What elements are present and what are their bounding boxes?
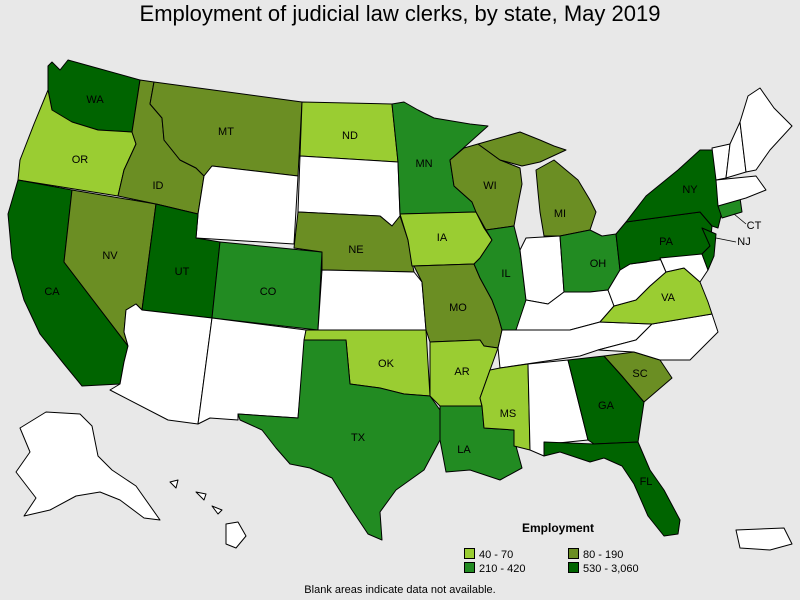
state-ks xyxy=(317,269,427,331)
legend-title: Employment xyxy=(522,521,595,535)
state-pr xyxy=(735,527,793,551)
state-ak xyxy=(15,411,161,521)
label-wi: WI xyxy=(483,180,496,192)
label-ga: GA xyxy=(598,400,615,412)
state-nj[interactable] xyxy=(701,227,717,271)
state-tx[interactable] xyxy=(237,339,441,541)
label-ut: UT xyxy=(175,266,190,278)
state-az xyxy=(109,303,213,425)
state-ma xyxy=(715,175,767,207)
legend-item-530-3060: 530 - 3,060 xyxy=(568,562,639,575)
legend-label: 210 - 420 xyxy=(479,563,526,575)
ct-leader-line xyxy=(733,213,747,225)
label-nd: ND xyxy=(342,130,358,142)
legend-item-40-70: 40 - 70 xyxy=(464,548,513,561)
legend-swatch xyxy=(464,548,475,559)
state-me xyxy=(739,87,793,173)
label-ia: IA xyxy=(437,232,448,244)
legend-label: 530 - 3,060 xyxy=(583,563,639,575)
label-co: CO xyxy=(260,286,277,298)
legend-swatch xyxy=(568,562,579,573)
label-ms: MS xyxy=(500,408,517,420)
legend-swatch xyxy=(568,548,579,559)
label-ca: CA xyxy=(44,286,60,298)
state-mi-upper[interactable] xyxy=(477,131,567,167)
label-la: LA xyxy=(457,444,471,456)
label-ar: AR xyxy=(454,366,469,378)
label-mt: MT xyxy=(218,126,234,138)
legend-swatch xyxy=(464,562,475,573)
label-nj: NJ xyxy=(737,236,750,248)
label-ne: NE xyxy=(348,244,363,256)
label-fl: FL xyxy=(640,476,653,488)
legend-label: 80 - 190 xyxy=(583,549,624,561)
label-va: VA xyxy=(661,292,676,304)
state-nm xyxy=(197,317,307,425)
label-mn: MN xyxy=(415,158,432,170)
state-fl[interactable] xyxy=(543,441,681,537)
label-tx: TX xyxy=(351,432,366,444)
state-hi xyxy=(225,521,247,549)
label-il: IL xyxy=(501,268,510,280)
map-title: Employment of judicial law clerks, by st… xyxy=(139,1,661,26)
state-wy xyxy=(195,165,299,245)
label-or: OR xyxy=(72,154,89,166)
label-mi: MI xyxy=(554,208,566,220)
label-ny: NY xyxy=(682,184,698,196)
legend-item-210-420: 210 - 420 xyxy=(464,562,525,575)
state-mt[interactable] xyxy=(149,81,303,177)
label-ct: CT xyxy=(747,220,762,232)
label-sc: SC xyxy=(632,368,647,380)
label-ok: OK xyxy=(378,358,395,370)
legend-item-80-190: 80 - 190 xyxy=(568,548,623,561)
footnote: Blank areas indicate data not available. xyxy=(304,584,496,596)
legend-label: 40 - 70 xyxy=(479,549,514,561)
label-mo: MO xyxy=(449,302,467,314)
state-nc xyxy=(597,313,719,361)
label-wa: WA xyxy=(86,94,104,106)
state-hi-islands xyxy=(169,479,223,515)
state-in xyxy=(519,235,565,305)
state-mi[interactable] xyxy=(535,159,597,237)
label-id: ID xyxy=(153,180,164,192)
label-nv: NV xyxy=(102,250,118,262)
label-oh: OH xyxy=(590,258,607,270)
label-pa: PA xyxy=(659,236,674,248)
nj-leader-line xyxy=(715,237,737,243)
